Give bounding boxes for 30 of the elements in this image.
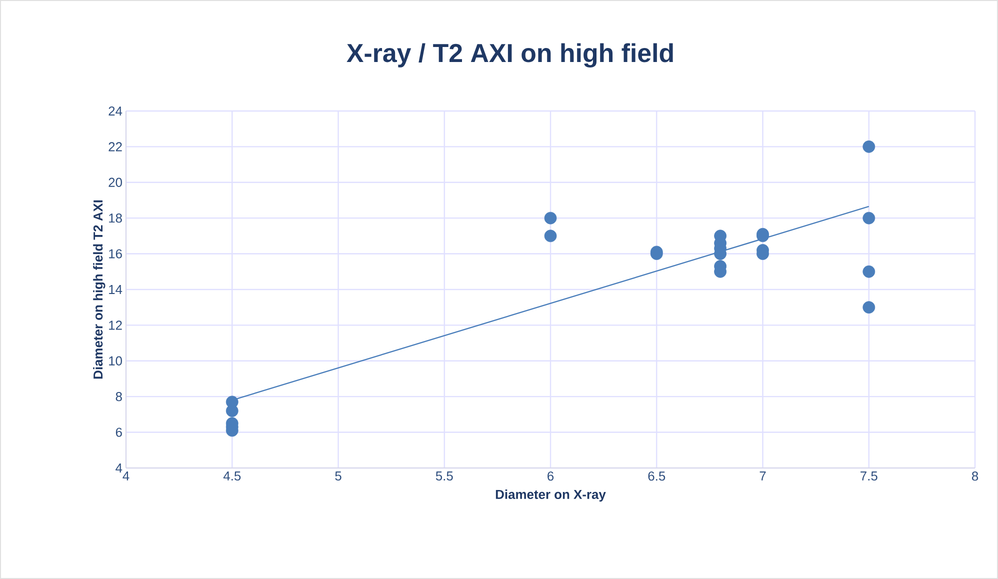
x-tick-label: 6 — [548, 472, 554, 481]
y-tick-label: 16 — [109, 249, 122, 258]
x-tick-label: 7 — [760, 472, 766, 480]
y-tick-label: 8 — [116, 392, 122, 402]
y-tick-label: 6 — [116, 428, 122, 437]
x-tick-label: 6.5 — [648, 472, 666, 481]
point — [862, 212, 876, 224]
point — [226, 404, 238, 418]
y-tick-label: 22 — [108, 142, 122, 152]
y-tick-label: 14 — [109, 285, 122, 294]
x-tick-label: 4 — [122, 472, 130, 480]
y-tick-label: 10 — [109, 356, 122, 366]
x-tick-label: 8 — [972, 472, 978, 481]
x-tick-label: 5 — [335, 472, 342, 481]
y-tick-label: 12 — [109, 320, 122, 330]
y-tick-label: 20 — [108, 178, 122, 187]
x-axis-title: Diameter on X-ray — [496, 490, 606, 502]
y-axis-title: Diameter on high field T2 AXI — [93, 200, 106, 379]
y-tick-label: 24 — [108, 106, 122, 116]
chart-title: X-ray / T2 AXI on high field — [346, 43, 673, 68]
point — [544, 230, 557, 242]
x-tick-label: 4.5 — [223, 472, 241, 481]
point — [862, 301, 876, 314]
point — [862, 265, 876, 278]
point — [862, 140, 876, 153]
y-tick-label: 4 — [116, 464, 122, 472]
x-tick-label: 5.5 — [436, 472, 453, 481]
y-tick-label: 18 — [109, 213, 122, 223]
x-tick-label: 7.5 — [860, 472, 878, 481]
point — [544, 212, 557, 224]
